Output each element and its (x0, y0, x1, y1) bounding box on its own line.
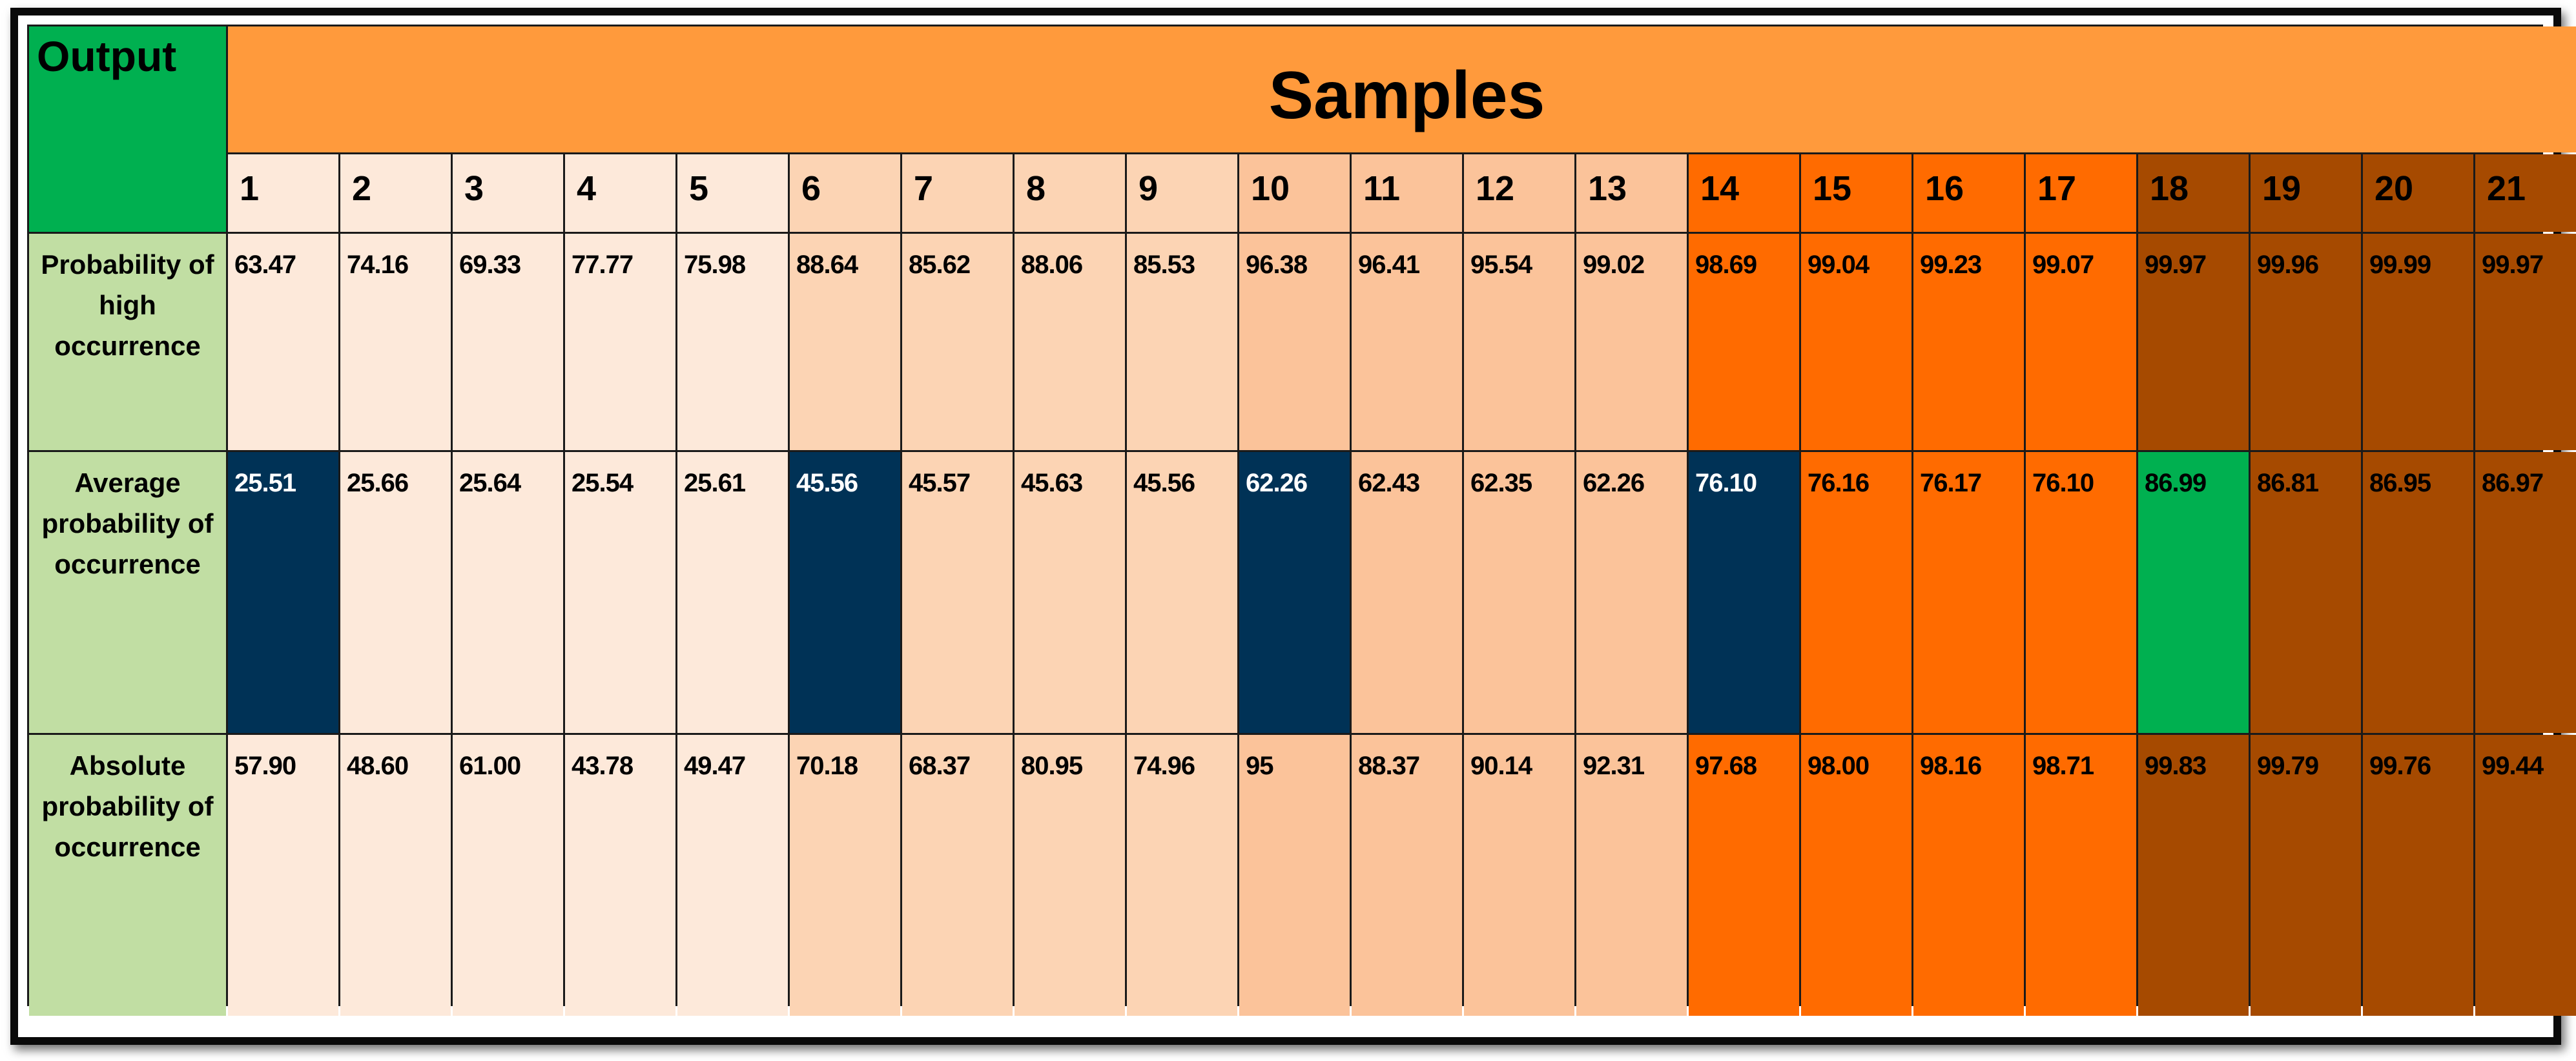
column-header-17: 17 (2026, 154, 2136, 232)
table-cell: 62.43 (1352, 452, 1462, 733)
table-cell: 45.56 (790, 452, 900, 733)
column-header-14: 14 (1689, 154, 1799, 232)
table-cell: 98.16 (1913, 735, 2024, 1016)
table-cell: 90.14 (1464, 735, 1574, 1016)
column-header-13: 13 (1576, 154, 1687, 232)
row-label: Probability of high occurrence (29, 234, 226, 450)
column-header-5: 5 (677, 154, 788, 232)
samples-header: Samples (228, 26, 2576, 152)
table-cell: 25.54 (565, 452, 675, 733)
column-header-16: 16 (1913, 154, 2024, 232)
table-cell: 76.10 (1689, 452, 1799, 733)
table-cell: 99.76 (2363, 735, 2473, 1016)
table-cell: 76.10 (2026, 452, 2136, 733)
table-cell: 99.23 (1913, 234, 2024, 450)
column-header-21: 21 (2475, 154, 2576, 232)
column-header-9: 9 (1127, 154, 1237, 232)
table-cell: 85.53 (1127, 234, 1237, 450)
table-cell: 45.63 (1015, 452, 1125, 733)
table-cell: 62.35 (1464, 452, 1574, 733)
column-header-11: 11 (1352, 154, 1462, 232)
table-cell: 88.06 (1015, 234, 1125, 450)
column-header-7: 7 (902, 154, 1013, 232)
column-header-10: 10 (1239, 154, 1350, 232)
table-cell: 45.57 (902, 452, 1013, 733)
table-cell: 98.71 (2026, 735, 2136, 1016)
table-cell: 45.56 (1127, 452, 1237, 733)
column-header-19: 19 (2251, 154, 2361, 232)
table-cell: 57.90 (228, 735, 338, 1016)
table-cell: 76.16 (1801, 452, 1911, 733)
table-cell: 95 (1239, 735, 1350, 1016)
column-header-18: 18 (2138, 154, 2249, 232)
column-header-6: 6 (790, 154, 900, 232)
column-header-20: 20 (2363, 154, 2473, 232)
table-cell: 70.18 (790, 735, 900, 1016)
output-header: Output (29, 26, 226, 232)
column-header-12: 12 (1464, 154, 1574, 232)
row-label: Absolute probability of occurrence (29, 735, 226, 1016)
row-label: Average probability of occurrence (29, 452, 226, 733)
table-cell: 62.26 (1576, 452, 1687, 733)
table-cell: 98.00 (1801, 735, 1911, 1016)
table-cell: 86.97 (2475, 452, 2576, 733)
table-cell: 98.69 (1689, 234, 1799, 450)
table-cell: 63.47 (228, 234, 338, 450)
table-cell: 49.47 (677, 735, 788, 1016)
table-cell: 96.41 (1352, 234, 1462, 450)
table-cell: 86.81 (2251, 452, 2361, 733)
column-header-4: 4 (565, 154, 675, 232)
table-cell: 86.95 (2363, 452, 2473, 733)
table-cell: 25.64 (453, 452, 563, 733)
table-cell: 74.16 (340, 234, 451, 450)
table-cell: 74.96 (1127, 735, 1237, 1016)
table-cell: 88.64 (790, 234, 900, 450)
table-cell: 62.26 (1239, 452, 1350, 733)
table-cell: 77.77 (565, 234, 675, 450)
table-cell: 99.79 (2251, 735, 2361, 1016)
table-cell: 86.99 (2138, 452, 2249, 733)
column-header-1: 1 (228, 154, 338, 232)
table-cell: 85.62 (902, 234, 1013, 450)
table-cell: 99.97 (2138, 234, 2249, 450)
table-cell: 69.33 (453, 234, 563, 450)
table-cell: 25.51 (228, 452, 338, 733)
table-cell: 92.31 (1576, 735, 1687, 1016)
table-cell: 99.02 (1576, 234, 1687, 450)
column-header-8: 8 (1015, 154, 1125, 232)
table-cell: 43.78 (565, 735, 675, 1016)
column-header-2: 2 (340, 154, 451, 232)
table-cell: 68.37 (902, 735, 1013, 1016)
table-cell: 99.83 (2138, 735, 2249, 1016)
table-cell: 95.54 (1464, 234, 1574, 450)
table-cell: 25.61 (677, 452, 788, 733)
table-cell: 96.38 (1239, 234, 1350, 450)
table-cell: 99.96 (2251, 234, 2361, 450)
table-cell: 76.17 (1913, 452, 2024, 733)
table-cell: 48.60 (340, 735, 451, 1016)
samples-table: Output Samples 1 2 3 4 5 6 7 8 9 10 11 12 13 14 15 16 17… (27, 25, 2576, 1016)
table-cell: 97.68 (1689, 735, 1799, 1016)
table-cell: 99.44 (2475, 735, 2576, 1016)
table-cell: 99.07 (2026, 234, 2136, 450)
table-cell: 61.00 (453, 735, 563, 1016)
column-header-15: 15 (1801, 154, 1911, 232)
table-cell: 99.04 (1801, 234, 1911, 450)
table-cell: 75.98 (677, 234, 788, 450)
table-cell: 25.66 (340, 452, 451, 733)
table-cell: 99.97 (2475, 234, 2576, 450)
table-cell: 80.95 (1015, 735, 1125, 1016)
table-cell: 88.37 (1352, 735, 1462, 1016)
table-cell: 99.99 (2363, 234, 2473, 450)
column-header-3: 3 (453, 154, 563, 232)
